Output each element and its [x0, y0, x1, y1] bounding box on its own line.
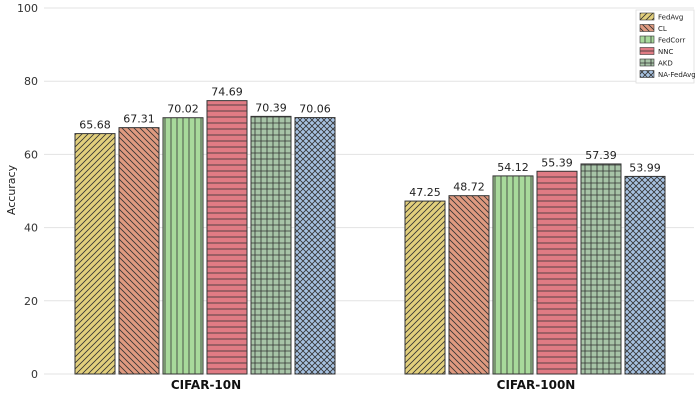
axes: Accuracy 0 20 40 60 80 100 CIFAR-10N CIFAR-100N [5, 2, 575, 392]
legend-label: FedAvg [658, 14, 683, 22]
data-label: 47.25 [409, 186, 441, 199]
bar-akd-cifar-10n [250, 115, 292, 375]
data-label: 65.68 [79, 119, 111, 132]
y-tick-label: 40 [24, 222, 38, 235]
data-label: 54.12 [497, 161, 529, 174]
legend-swatch [639, 35, 655, 44]
y-tick-label: 80 [24, 75, 38, 88]
bar-fedcorr-cifar-10n [162, 117, 204, 375]
legend-swatch [639, 24, 655, 32]
bars [74, 100, 666, 375]
legend-label: NNC [658, 48, 673, 56]
data-labels: 65.68 67.31 70.02 74.69 70.39 70.06 47.25 48.72… [79, 86, 661, 199]
data-label: 57.39 [585, 149, 617, 162]
bar-cl-cifar-10n [118, 127, 160, 375]
y-tick-label: 100 [17, 2, 38, 15]
data-label: 53.99 [629, 161, 661, 174]
bar-fedavg-cifar-100n [404, 200, 446, 375]
legend-swatch [639, 12, 655, 21]
x-category-label: CIFAR-10N [171, 378, 241, 392]
legend-label: NA-FedAvg [658, 71, 695, 79]
bar-na-fedavg-cifar-10n [294, 117, 336, 375]
bar-fedcorr-cifar-100n [492, 175, 534, 375]
y-tick-label: 20 [24, 295, 38, 308]
x-category-label: CIFAR-100N [497, 378, 576, 392]
bar-fedavg-cifar-10n [74, 133, 116, 375]
bar-na-fedavg-cifar-100n [624, 175, 666, 375]
data-label: 74.69 [211, 86, 243, 99]
legend-swatch [639, 47, 655, 55]
data-label: 70.06 [299, 103, 331, 116]
legend-swatch [639, 70, 655, 78]
y-tick-label: 0 [31, 368, 38, 381]
bar-cl-cifar-100n [448, 195, 490, 375]
legend-label: CL [658, 25, 667, 33]
legend-label: FedCorr [658, 37, 685, 45]
data-label: 67.31 [123, 113, 155, 126]
data-label: 70.39 [255, 101, 287, 114]
data-label: 55.39 [541, 156, 573, 169]
bar-akd-cifar-100n [580, 163, 622, 375]
data-label: 70.02 [167, 103, 199, 116]
bar-nnc-cifar-10n [206, 100, 248, 375]
data-label: 48.72 [453, 181, 485, 194]
legend-swatch [639, 58, 655, 67]
bar-nnc-cifar-100n [536, 170, 578, 375]
y-axis-title: Accuracy [5, 164, 18, 215]
legend: FedAvg CL FedCorr NNC AKD NA-FedAvg [635, 9, 695, 84]
legend-label: AKD [658, 60, 673, 68]
y-tick-label: 60 [24, 148, 38, 161]
